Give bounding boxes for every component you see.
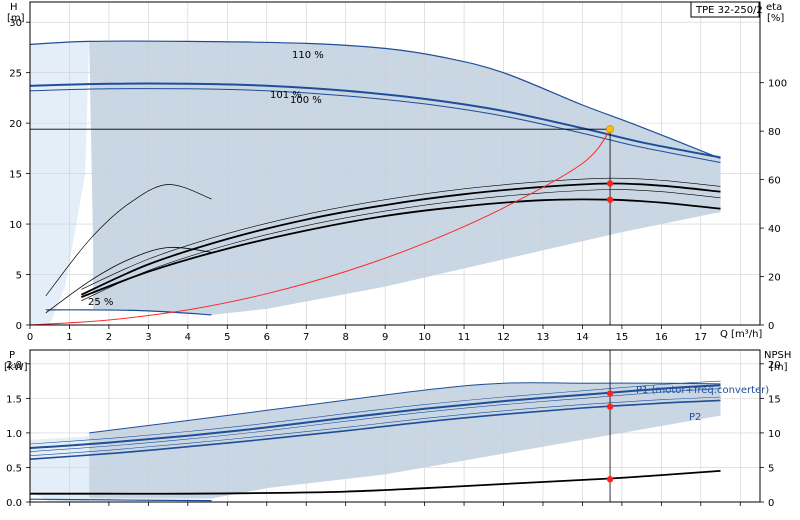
bottom-y-tick-label: 0.5 [6,463,22,474]
p2-curve-thin [29,396,721,456]
bottom-y2-tick-label: 20 [768,360,781,371]
y2-tick-label: 60 [768,176,781,187]
top-plot-frame [29,1,761,326]
p2-curve [29,399,721,460]
eta-curve-thin [81,189,721,302]
top-axes [26,1,764,329]
curve-label-p2: P2 [689,412,701,423]
y-tick-label: 10 [9,220,22,231]
bottom-markers [606,390,614,483]
x-tick-label: 4 [185,332,191,343]
bottom-y-tick-label: 2.0 [6,360,22,371]
curve-label-p1: P1 (motor+freq.converter) [636,385,769,396]
bottom-y-tick-label: 1.0 [6,429,22,440]
y-tick-label: 25 [9,69,22,80]
bottom-y2-tick-label: 10 [768,429,781,440]
curve-label-25: 25 % [88,297,113,308]
bottom-y-tick-label: 1.5 [6,394,22,405]
x-tick-label: 1 [66,332,72,343]
x-tick-label: 5 [224,332,230,343]
top-tick-labels: 0 1 2 3 4 5 6 7 8 9 10 11 12 13 14 15 16 1705101520253002… [9,18,787,343]
top-low-flow-region [30,41,90,325]
eta-curve-lower [80,198,721,298]
x-tick-label: 8 [342,332,348,343]
x-tick-label: 3 [145,332,151,343]
top-operating-range [30,2,760,325]
y2-tick-label: 80 [768,127,781,138]
x-tick-label: 16 [655,332,668,343]
y-tick-label: 20 [9,119,22,130]
x-tick-label: 9 [382,332,388,343]
p-curve-110 [89,382,721,434]
y-tick-label: 30 [9,18,22,29]
y-axis-label-h: H [10,2,18,13]
y-axis-unit-p: [kW] [4,362,28,373]
top-markers [606,125,614,203]
bottom-operating-band [89,382,721,499]
bottom-tick-labels: 0.0 0.5 1.0 1.5 2.0 0 5 10 15 20 [6,360,781,509]
x-tick-label: 12 [497,332,510,343]
eta-curve-25 [45,246,212,314]
p1-curve-thin [29,388,721,452]
x-tick-label: 6 [264,332,270,343]
y2-tick-label: 40 [768,224,781,235]
power-duty-point [606,403,614,410]
x-tick-label: 14 [576,332,589,343]
eta-curve-upper [80,182,721,296]
x-axis-label: Q [m³/h] [720,329,762,340]
top-curves [29,40,721,326]
x-tick-label: 0 [27,332,33,343]
curve-label-110: 110 % [292,50,324,61]
p1-curve-thin [29,380,721,445]
y-axis-unit-h: [m] [7,13,25,24]
x-tick-label: 17 [694,332,707,343]
bottom-y2-tick-label: 5 [768,463,774,474]
bottom-y-tick-label: 0.0 [6,498,22,509]
curve-label-100: 100 % [290,95,322,106]
chart-title: TPE 32-250/2 [695,5,763,16]
p1-curve [29,384,721,450]
bottom-grid [30,350,760,502]
x-tick-label: 2 [106,332,112,343]
bottom-y2-tick-label: 0 [768,498,774,509]
x-tick-label: 7 [303,332,309,343]
y2-axis-unit-eta: [%] [767,13,784,24]
chart-title-box [690,1,760,18]
eta-point [606,196,614,203]
power-duty-point [606,390,614,397]
eta-curve-low-speed [45,184,212,297]
system-curve [29,129,611,326]
h-curve-110 [29,40,721,160]
y2-axis-unit-npsh: [m] [770,362,788,373]
eta-point [606,180,614,187]
y2-tick-label: 0 [768,321,774,332]
y2-tick-label: 100 [768,79,787,90]
p-curve-25 [29,498,212,502]
bottom-operating-range [30,350,760,502]
y-tick-label: 5 [16,271,22,282]
bottom-plot-frame [29,349,761,503]
h-curve-25 [45,309,212,316]
x-tick-label: 15 [616,332,629,343]
npsh-curve [29,470,721,495]
curve-label-101: 101 % [270,90,302,101]
duty-point [606,125,614,134]
y2-tick-label: 20 [768,273,781,284]
y2-axis-label-eta: eta [766,2,782,13]
x-tick-label: 13 [537,332,550,343]
bottom-y2-tick-label: 15 [768,394,781,405]
x-tick-label: 10 [418,332,431,343]
bottom-axes [26,349,764,506]
x-tick-label: 11 [458,332,471,343]
bottom-curves [29,350,721,502]
power-duty-point [606,476,614,483]
y-tick-label: 0 [16,321,22,332]
eta-curve-thin [81,177,721,290]
y-axis-label-p: P [9,350,15,361]
y-tick-label: 15 [9,170,22,181]
y2-axis-label-npsh: NPSH [764,350,791,361]
